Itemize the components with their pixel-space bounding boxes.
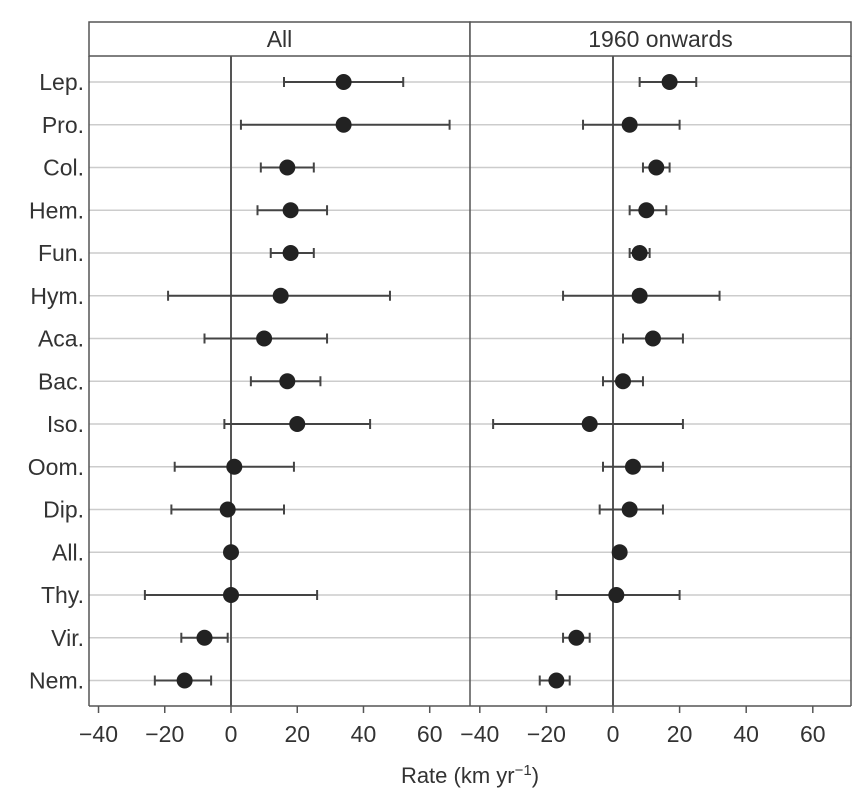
category-label-dip: Dip. bbox=[43, 497, 84, 523]
panel-2-vir-point bbox=[568, 629, 585, 646]
panel-1-x-tick-label: 40 bbox=[351, 721, 377, 747]
panel-1-hym-point bbox=[272, 287, 289, 304]
panel-2-strip bbox=[469, 21, 852, 57]
panel-2-x-tick-label: −20 bbox=[527, 721, 566, 747]
category-label-oom: Oom. bbox=[28, 454, 84, 480]
panel-2-nem-point bbox=[548, 672, 565, 689]
category-label-all: All. bbox=[52, 539, 84, 565]
panel-2-x-tick-label: 20 bbox=[667, 721, 693, 747]
category-label-hym: Hym. bbox=[30, 283, 84, 309]
panel-1-fun-point bbox=[282, 245, 299, 261]
panel-1-x-tick-label: −20 bbox=[145, 721, 184, 747]
category-label-pro: Pro. bbox=[42, 112, 84, 138]
category-label-lep: Lep. bbox=[39, 69, 84, 95]
category-label-iso: Iso. bbox=[47, 411, 84, 437]
category-label-hem: Hem. bbox=[29, 197, 84, 223]
panel-2-lep-point bbox=[661, 74, 678, 90]
panel-2-hem-point bbox=[638, 202, 655, 219]
x-axis-label: Rate (km yr−1) bbox=[401, 762, 539, 788]
panel-2-all-point bbox=[611, 544, 628, 561]
panel-2-thy-point bbox=[608, 587, 625, 603]
panel-1-thy-point bbox=[223, 587, 239, 603]
panel-2-x-tick-label: 40 bbox=[733, 721, 759, 747]
chart-marks bbox=[143, 74, 721, 689]
chart-text: Lep. Pro. Col. Hem. Fun. Hym. Aca. Bac. Iso. Oom.… bbox=[28, 26, 826, 747]
panel-2-x-tick-label: 0 bbox=[607, 721, 620, 747]
panel-2-dip-point bbox=[621, 501, 638, 518]
panel-2-x-tick-label: 60 bbox=[800, 721, 826, 747]
panel-2-fun-point bbox=[631, 245, 648, 261]
panel-2-x-tick-label: −40 bbox=[460, 721, 499, 747]
panel-2-oom-point bbox=[624, 458, 641, 475]
panel-2-bac-point bbox=[614, 373, 631, 390]
panel-1-x-tick-label: −40 bbox=[79, 721, 118, 747]
panel-2-hym-point bbox=[631, 287, 648, 304]
x-axis-label-main: Rate (km yr bbox=[401, 763, 515, 788]
panel-1-pro-point bbox=[335, 116, 352, 133]
panel-1-col-point bbox=[279, 159, 296, 176]
category-label-bac: Bac. bbox=[38, 368, 84, 394]
panel-1-nem-point bbox=[176, 672, 193, 689]
panel-2-col-point bbox=[648, 159, 665, 176]
panel-1-hem-point bbox=[282, 202, 299, 219]
panel-1-aca-point bbox=[256, 330, 273, 347]
category-label-thy: Thy. bbox=[41, 582, 84, 608]
panel-1-vir-point bbox=[196, 629, 213, 646]
panel-2-title: 1960 onwards bbox=[588, 26, 733, 52]
category-label-fun: Fun. bbox=[38, 240, 84, 266]
panel-2-pro-point bbox=[621, 116, 638, 133]
panel-1-x-tick-label: 0 bbox=[225, 721, 238, 747]
panel-1-iso-point bbox=[289, 416, 306, 432]
x-axis-label-superscript: −1 bbox=[515, 762, 532, 779]
panel-1-x-tick-label: 20 bbox=[284, 721, 310, 747]
panel-1-all-point bbox=[223, 544, 239, 561]
x-axis-label-close: ) bbox=[532, 763, 539, 788]
category-label-aca: Aca. bbox=[38, 326, 84, 352]
panel-2-iso-point bbox=[581, 416, 598, 432]
panel-2-aca-point bbox=[644, 330, 661, 347]
panel-1-title: All bbox=[267, 26, 293, 52]
panel-1-x-tick-label: 60 bbox=[417, 721, 443, 747]
panel-1-oom-point bbox=[226, 458, 243, 475]
panel-1-lep-point bbox=[335, 74, 352, 90]
panel-1-bac-point bbox=[279, 373, 296, 390]
panel-frames bbox=[88, 21, 852, 713]
category-label-col: Col. bbox=[43, 155, 84, 181]
category-label-vir: Vir. bbox=[51, 625, 84, 651]
panel-1-dip-point bbox=[219, 501, 236, 518]
category-label-nem: Nem. bbox=[29, 668, 84, 694]
